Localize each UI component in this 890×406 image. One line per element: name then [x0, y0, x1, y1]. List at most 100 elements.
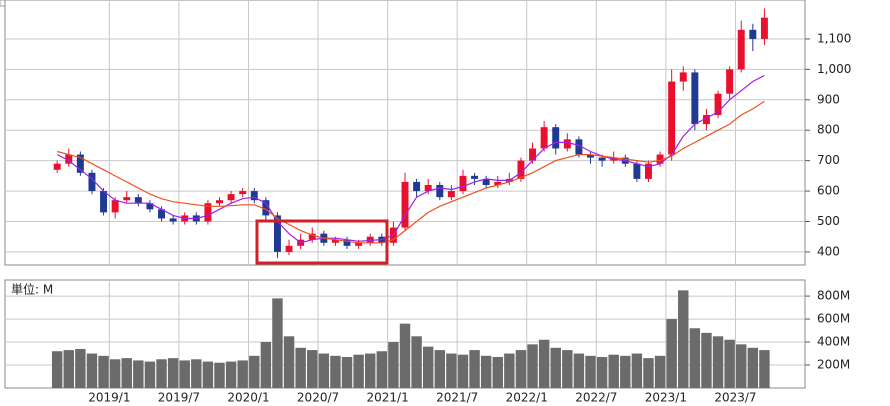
volume-bar: [666, 319, 677, 388]
price-panel: 400 500 600 700 800 900 1,000 1,100: [4, 0, 851, 266]
y-tick-label: 400M: [817, 335, 850, 349]
candle-body: [447, 191, 455, 198]
candle-body: [88, 172, 96, 192]
candle-body: [308, 233, 316, 240]
volume-bar: [724, 339, 735, 388]
volume-bar: [678, 290, 689, 388]
candle-body: [459, 175, 467, 192]
volume-bar: [538, 339, 550, 388]
x-tick-label: 2023/1: [645, 391, 687, 405]
candle-body: [679, 72, 687, 82]
panel-title: 単位: M: [11, 282, 53, 297]
volume-bar: [144, 361, 156, 388]
candle-body: [355, 242, 363, 246]
x-tick-label: 2021/1: [366, 391, 408, 405]
volume-bar: [515, 350, 527, 388]
x-tick-label: 2023/7: [714, 391, 756, 405]
volume-bar: [736, 344, 747, 388]
candle-body: [587, 154, 594, 158]
volume-bar: [620, 355, 631, 388]
volume-bar: [643, 358, 654, 388]
candle-body: [134, 197, 142, 204]
candle-body: [111, 200, 119, 213]
candle-body: [424, 184, 432, 192]
candle-body: [598, 157, 606, 161]
candle-body: [436, 184, 444, 198]
candle-body: [494, 181, 502, 185]
candle-body: [239, 191, 247, 195]
candle-body: [146, 203, 154, 210]
candle-body: [123, 197, 131, 201]
volume-bar: [98, 355, 109, 388]
candle-body: [749, 29, 757, 39]
candle-body: [760, 17, 768, 39]
volume-bar: [596, 356, 608, 388]
candle-body: [413, 181, 421, 192]
volume-bar: [562, 350, 573, 388]
y-tick-label: 200M: [817, 358, 850, 372]
candle-body: [331, 239, 339, 243]
volume-bar: [759, 350, 770, 388]
candle-body: [737, 29, 745, 70]
candle-body: [482, 178, 490, 185]
y-tick-label: 1,000: [817, 62, 851, 76]
volume-bar: [388, 342, 399, 388]
volume-bar: [237, 360, 248, 388]
x-tick-label: 2019/7: [158, 391, 200, 405]
candle-body: [575, 139, 583, 155]
candle-body: [529, 148, 537, 161]
volume-bar: [272, 298, 283, 388]
volume-bar: [330, 355, 341, 388]
volume-bar: [654, 355, 666, 388]
candle-body: [53, 163, 61, 170]
volume-bar: [63, 350, 74, 388]
candle-body: [517, 160, 525, 179]
volume-bar: [318, 353, 330, 388]
volume-bar: [156, 359, 167, 388]
candle-body: [76, 154, 84, 173]
candle-body: [401, 181, 409, 228]
candle-body: [100, 191, 108, 213]
volume-bar: [133, 360, 144, 388]
volume-bar: [712, 336, 724, 388]
candle-body: [633, 163, 641, 179]
x-tick-label: 2020/1: [227, 391, 269, 405]
x-tick-label: 2019/1: [88, 391, 130, 405]
y-tick-label: 500: [817, 214, 840, 228]
volume-bar: [434, 350, 445, 388]
volume-bar: [701, 332, 712, 388]
x-tick-label: 2022/1: [506, 391, 548, 405]
volume-bar: [121, 358, 132, 388]
y-tick-label: 700: [817, 153, 840, 167]
volume-bar: [260, 342, 272, 388]
volume-bar: [214, 362, 225, 388]
volume-bar: [202, 361, 214, 388]
y-tick-label: 800: [817, 123, 840, 137]
moving-average: [57, 100, 765, 244]
volume-bar: [341, 356, 353, 388]
volume-bar: [469, 350, 480, 388]
volume-bar: [492, 356, 503, 388]
candle-body: [471, 175, 479, 179]
candle-body: [691, 72, 699, 125]
volume-bar: [550, 347, 561, 388]
volume-bar: [225, 361, 237, 388]
candle-body: [158, 209, 165, 219]
volume-bar: [191, 359, 202, 388]
candle-body: [540, 127, 548, 149]
x-tick-label: 2021/7: [436, 391, 478, 405]
candle-body: [262, 200, 270, 216]
volume-bar: [109, 359, 121, 388]
volume-panel: 2019/1 2019/7 2020/1 2020/7 2021/1 2021/7 2022…: [4, 279, 850, 405]
candle-body: [552, 127, 560, 149]
candle-body: [273, 215, 281, 252]
volume-bar: [457, 354, 469, 388]
y-tick-label: 400: [817, 244, 840, 258]
volume-bar: [399, 323, 411, 388]
candle-body: [285, 245, 293, 252]
candle-body: [204, 203, 212, 222]
volume-bar: [249, 355, 260, 388]
x-tick-label: 2020/7: [297, 391, 339, 405]
volume-bar: [86, 353, 98, 388]
